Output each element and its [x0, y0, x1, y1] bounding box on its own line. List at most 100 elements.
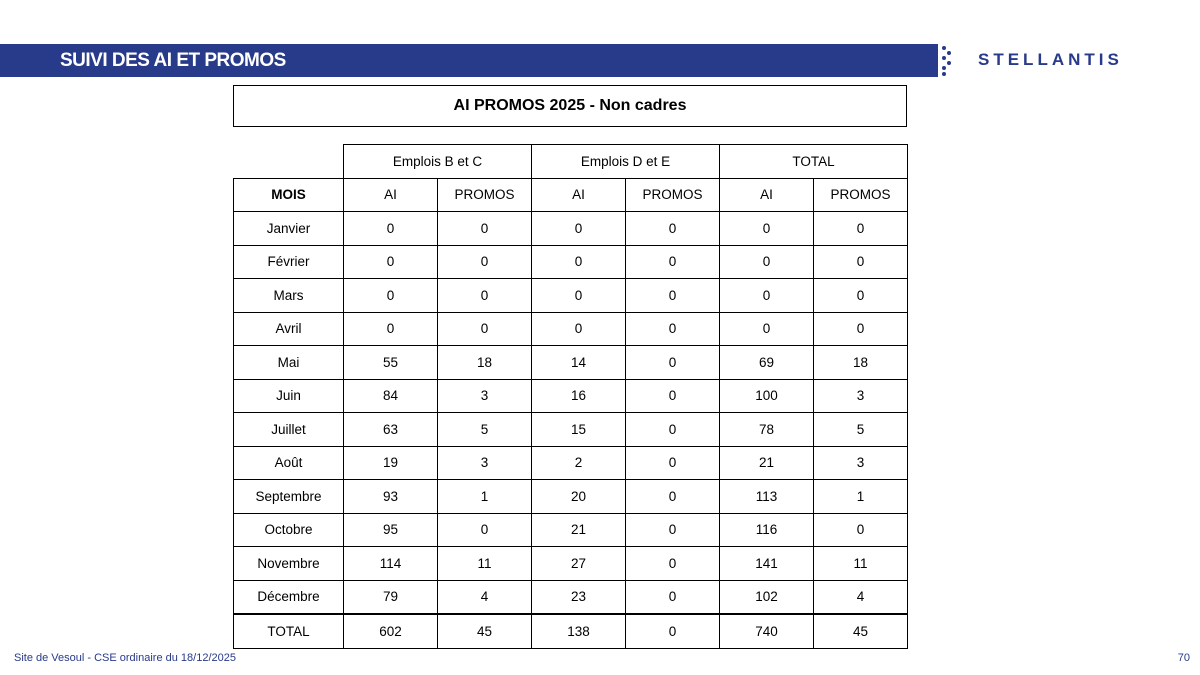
value-cell: 69 — [719, 345, 814, 380]
column-header-row: MOIS AI PROMOS AI PROMOS AI PROMOS — [233, 177, 908, 212]
value-cell: 78 — [719, 412, 814, 447]
month-cell: TOTAL — [233, 613, 344, 649]
table-row: Avril 0 0 0 0 0 0 — [233, 311, 908, 346]
value-cell: 0 — [437, 311, 532, 346]
value-cell: 27 — [531, 546, 626, 581]
value-cell: 3 — [437, 378, 532, 413]
group-header: Emplois B et C — [343, 144, 532, 179]
value-cell: 116 — [719, 512, 814, 547]
column-header: PROMOS — [813, 177, 908, 212]
value-cell: 18 — [437, 345, 532, 380]
table-row: Janvier 0 0 0 0 0 0 — [233, 211, 908, 246]
value-cell: 4 — [813, 579, 908, 615]
value-cell: 114 — [343, 546, 438, 581]
value-cell: 113 — [719, 479, 814, 514]
column-header: PROMOS — [437, 177, 532, 212]
value-cell: 19 — [343, 445, 438, 480]
value-cell: 0 — [625, 445, 720, 480]
column-header: MOIS — [233, 177, 344, 212]
header-bar: SUIVI DES AI ET PROMOS — [0, 44, 938, 77]
value-cell: 21 — [531, 512, 626, 547]
value-cell: 0 — [813, 278, 908, 313]
value-cell: 0 — [813, 244, 908, 279]
stellantis-logo: STELLANTIS — [978, 50, 1123, 69]
table-row: Mars 0 0 0 0 0 0 — [233, 278, 908, 313]
ai-promos-table: Emplois B et C Emplois D et E TOTAL MOIS AI P… — [233, 144, 908, 649]
value-cell: 0 — [625, 244, 720, 279]
value-cell: 100 — [719, 378, 814, 413]
value-cell: 0 — [437, 244, 532, 279]
value-cell: 0 — [437, 278, 532, 313]
month-cell: Janvier — [233, 211, 344, 246]
value-cell: 15 — [531, 412, 626, 447]
group-header: Emplois D et E — [531, 144, 720, 179]
value-cell: 0 — [625, 579, 720, 615]
value-cell: 0 — [719, 278, 814, 313]
value-cell: 102 — [719, 579, 814, 615]
value-cell: 0 — [625, 345, 720, 380]
value-cell: 79 — [343, 579, 438, 615]
table-title: AI PROMOS 2025 - Non cadres — [233, 85, 907, 127]
value-cell: 3 — [813, 445, 908, 480]
value-cell: 2 — [531, 445, 626, 480]
dots-decoration-icon — [942, 46, 951, 76]
column-header: AI — [719, 177, 814, 212]
value-cell: 740 — [719, 613, 814, 649]
month-cell: Mai — [233, 345, 344, 380]
value-cell: 11 — [813, 546, 908, 581]
blank-cell — [233, 144, 344, 179]
month-cell: Septembre — [233, 479, 344, 514]
value-cell: 5 — [813, 412, 908, 447]
value-cell: 0 — [625, 311, 720, 346]
month-cell: Juin — [233, 378, 344, 413]
value-cell: 0 — [625, 546, 720, 581]
value-cell: 45 — [437, 613, 532, 649]
table-row: Juillet 63 5 15 0 78 5 — [233, 412, 908, 447]
value-cell: 63 — [343, 412, 438, 447]
value-cell: 0 — [343, 311, 438, 346]
value-cell: 0 — [531, 278, 626, 313]
column-header: PROMOS — [625, 177, 720, 212]
value-cell: 3 — [437, 445, 532, 480]
value-cell: 16 — [531, 378, 626, 413]
column-header: AI — [531, 177, 626, 212]
value-cell: 84 — [343, 378, 438, 413]
month-cell: Mars — [233, 278, 344, 313]
value-cell: 138 — [531, 613, 626, 649]
value-cell: 0 — [625, 211, 720, 246]
group-header-row: Emplois B et C Emplois D et E TOTAL — [233, 144, 908, 179]
value-cell: 93 — [343, 479, 438, 514]
table-row: TOTAL 602 45 138 0 740 45 — [233, 613, 908, 649]
value-cell: 0 — [343, 244, 438, 279]
value-cell: 0 — [813, 211, 908, 246]
value-cell: 0 — [625, 278, 720, 313]
value-cell: 0 — [531, 211, 626, 246]
value-cell: 0 — [625, 512, 720, 547]
value-cell: 95 — [343, 512, 438, 547]
value-cell: 4 — [437, 579, 532, 615]
value-cell: 0 — [719, 244, 814, 279]
table-row: Septembre 93 1 20 0 113 1 — [233, 479, 908, 514]
value-cell: 3 — [813, 378, 908, 413]
value-cell: 21 — [719, 445, 814, 480]
value-cell: 18 — [813, 345, 908, 380]
table-row: Juin 84 3 16 0 100 3 — [233, 378, 908, 413]
table-row: Octobre 95 0 21 0 116 0 — [233, 512, 908, 547]
table-row: Mai 55 18 14 0 69 18 — [233, 345, 908, 380]
table-row: Novembre 114 11 27 0 141 11 — [233, 546, 908, 581]
month-cell: Octobre — [233, 512, 344, 547]
value-cell: 0 — [625, 613, 720, 649]
month-cell: Août — [233, 445, 344, 480]
month-cell: Novembre — [233, 546, 344, 581]
value-cell: 0 — [531, 244, 626, 279]
value-cell: 1 — [813, 479, 908, 514]
value-cell: 23 — [531, 579, 626, 615]
value-cell: 1 — [437, 479, 532, 514]
value-cell: 0 — [625, 378, 720, 413]
value-cell: 602 — [343, 613, 438, 649]
value-cell: 0 — [813, 512, 908, 547]
column-header: AI — [343, 177, 438, 212]
value-cell: 14 — [531, 345, 626, 380]
value-cell: 141 — [719, 546, 814, 581]
page-title: SUIVI DES AI ET PROMOS — [60, 50, 286, 71]
